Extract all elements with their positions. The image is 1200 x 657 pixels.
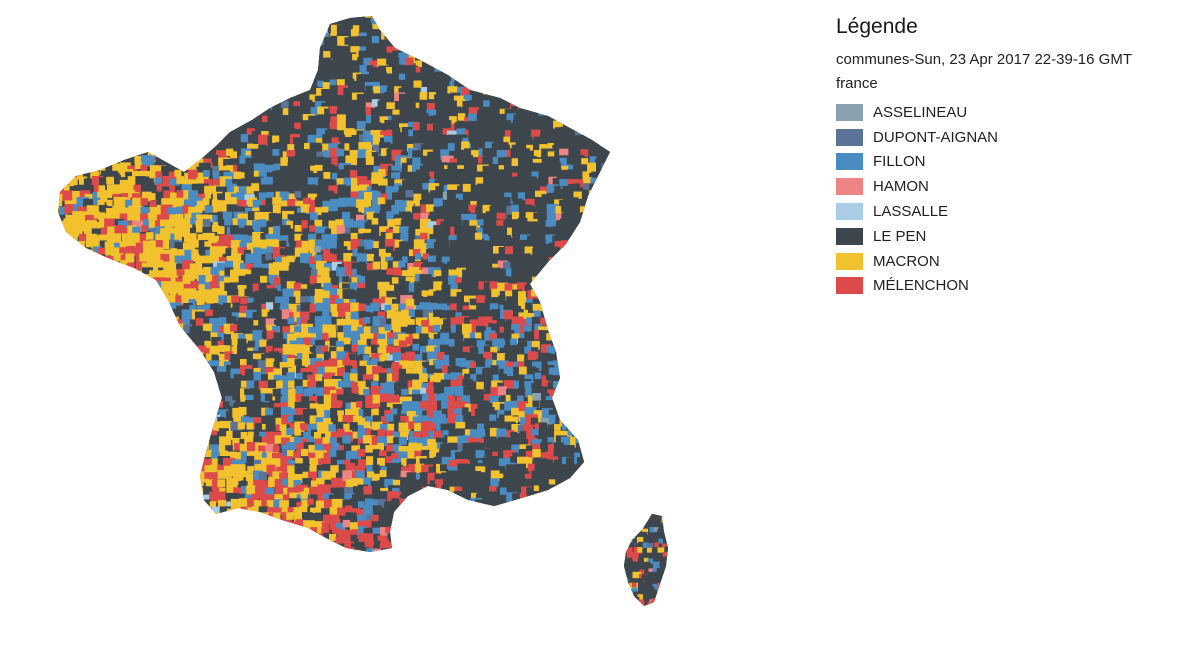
legend-label-melenchon: MÉLENCHON — [873, 277, 969, 295]
map-canvas[interactable] — [0, 0, 760, 657]
legend-swatch-asselineau — [836, 103, 863, 121]
legend-swatch-macron — [836, 252, 863, 270]
legend-title: Légende — [836, 15, 918, 38]
legend-group-name: france — [836, 75, 878, 92]
legend-item-fillon[interactable]: FILLON — [836, 150, 1186, 175]
legend-label-macron: MACRON — [873, 252, 940, 270]
legend-item-dupont-aignan[interactable]: DUPONT-AIGNAN — [836, 125, 1186, 150]
legend-swatch-fillon — [836, 153, 863, 171]
legend-item-le-pen[interactable]: LE PEN — [836, 224, 1186, 249]
legend-item-macron[interactable]: MACRON — [836, 249, 1186, 274]
legend-label-hamon: HAMON — [873, 178, 929, 196]
legend-label-fillon: FILLON — [873, 153, 926, 171]
legend-swatch-le-pen — [836, 227, 863, 245]
legend-layer-name: communes-Sun, 23 Apr 2017 22-39-16 GMT — [836, 51, 1132, 68]
legend-item-hamon[interactable]: HAMON — [836, 174, 1186, 199]
legend-item-melenchon[interactable]: MÉLENCHON — [836, 274, 1186, 299]
legend-label-asselineau: ASSELINEAU — [873, 103, 968, 121]
legend-item-asselineau[interactable]: ASSELINEAU — [836, 100, 1186, 125]
legend-swatch-lassalle — [836, 203, 863, 221]
legend-swatch-hamon — [836, 178, 863, 196]
legend-swatch-dupont-aignan — [836, 128, 863, 146]
legend-label-lassalle: LASSALLE — [873, 203, 949, 221]
legend-label-dupont-aignan: DUPONT-AIGNAN — [873, 128, 999, 146]
legend-panel: Légende communes-Sun, 23 Apr 2017 22-39-… — [836, 14, 1186, 298]
legend-item-lassalle[interactable]: LASSALLE — [836, 199, 1186, 224]
legend-label-le-pen: LE PEN — [873, 227, 927, 245]
legend-list: ASSELINEAU DUPONT-AIGNAN FILLON HAMON LA… — [836, 100, 1186, 298]
legend-swatch-melenchon — [836, 277, 863, 295]
